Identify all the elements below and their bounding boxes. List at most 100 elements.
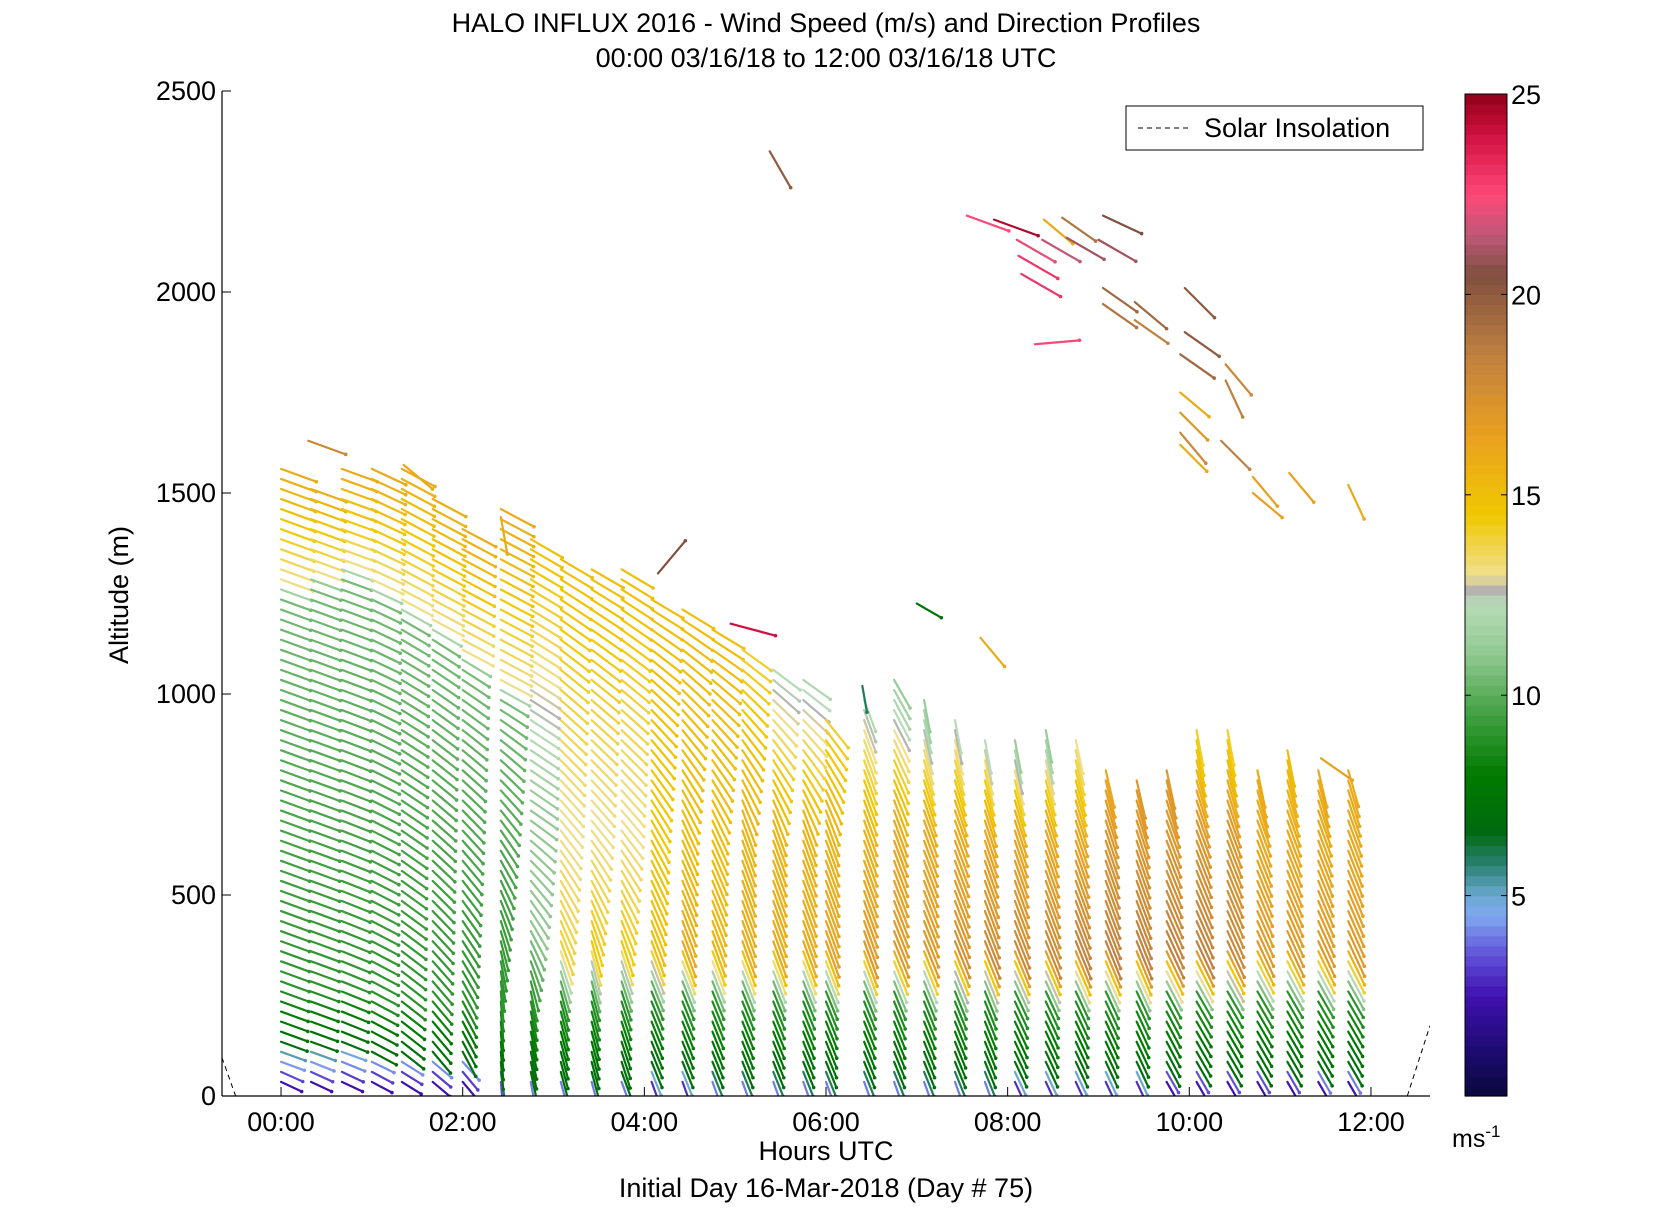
wind-barb [1033, 339, 1081, 346]
wind-barb-tip [361, 1080, 366, 1084]
wind-barb-tip [663, 942, 668, 947]
wind-barb-tip [903, 1027, 908, 1031]
wind-barb [1256, 859, 1273, 898]
wind-barb [499, 688, 531, 708]
wind-barb-tip [726, 841, 731, 846]
wind-barb [741, 648, 773, 672]
wind-barb [741, 879, 757, 918]
wind-barb [461, 1080, 476, 1096]
wind-barb-tip [1236, 824, 1241, 829]
wind-barb-tip [612, 824, 617, 829]
wind-barb [620, 1050, 632, 1080]
wind-barb [1044, 769, 1056, 806]
wind-barb [922, 909, 940, 948]
wind-barb [1317, 940, 1336, 978]
wind-barb [1347, 1080, 1358, 1096]
wind-barb-tip [1240, 905, 1245, 909]
wind-barb-tip [749, 1103, 753, 1107]
wind-barb-tip [753, 934, 758, 938]
wind-barb [499, 749, 526, 772]
wind-barb-tip [908, 716, 912, 721]
wind-barb-tip [1362, 517, 1366, 521]
wind-barb [1013, 990, 1029, 1020]
wind-barb-tip [587, 669, 591, 674]
wind-barb [1020, 272, 1062, 298]
wind-barb [340, 708, 372, 723]
wind-barb [1044, 1010, 1060, 1040]
wind-barb [340, 598, 373, 612]
wind-barb [461, 990, 478, 1019]
wind-barb [983, 970, 999, 1005]
wind-barb-tip [838, 832, 843, 837]
wind-barb [983, 869, 1000, 909]
wind-barb [992, 218, 1040, 237]
wind-barb [824, 1080, 833, 1096]
wind-barb-tip [556, 776, 560, 781]
wind-barb [461, 739, 488, 761]
wind-barb [893, 719, 911, 752]
wind-barb [893, 1010, 907, 1040]
colorbar-segment [1465, 1075, 1507, 1087]
wind-barb [1044, 799, 1058, 837]
colorbar-segment [1465, 1015, 1507, 1027]
wind-barb-tip [936, 965, 941, 969]
wind-barb [983, 1080, 992, 1096]
wind-barb [620, 960, 634, 995]
wind-barb [529, 688, 561, 710]
wind-barb [1256, 779, 1268, 819]
wind-barb-tip [479, 913, 483, 918]
wind-barb-tip [967, 935, 971, 939]
wind-barb-tip [454, 798, 459, 802]
wind-barb-tip [337, 929, 342, 934]
wind-barb [559, 769, 586, 797]
wind-barb-tip [1027, 976, 1032, 980]
wind-barb-tip [1360, 874, 1364, 878]
wind-barb [863, 789, 878, 826]
wind-barb [1074, 1030, 1089, 1059]
wind-barb-tip [646, 731, 650, 736]
wind-barb [1104, 940, 1122, 980]
wind-barb-tip [1178, 1055, 1182, 1059]
wind-barb-tip [1301, 974, 1306, 979]
wind-barb [370, 507, 407, 526]
wind-barb [461, 960, 480, 989]
wind-barb [1256, 819, 1272, 858]
wind-barb [620, 970, 633, 1004]
x-tick-label: 02:00 [429, 1107, 497, 1137]
wind-barb-tip [1117, 1000, 1122, 1005]
wind-barb [1226, 1050, 1243, 1078]
wind-barb-tip [723, 953, 728, 958]
wind-barb [711, 719, 739, 749]
wind-barb [1074, 749, 1085, 786]
wind-barb [499, 879, 516, 910]
wind-barb [893, 960, 909, 996]
x-axis-label: Hours UTC [758, 1136, 893, 1166]
wind-barb [1195, 849, 1212, 889]
wind-barb [893, 729, 911, 763]
wind-barb [590, 1040, 601, 1071]
wind-barb [1044, 930, 1062, 970]
wind-barb-tip [933, 823, 938, 827]
wind-barb [461, 879, 483, 907]
wind-barb [1286, 970, 1305, 1003]
wind-barb [1104, 909, 1122, 950]
wind-barb-tip [1208, 1064, 1213, 1069]
wind-barb [461, 668, 491, 689]
wind-barb [1226, 779, 1239, 818]
wind-barb [893, 920, 910, 959]
wind-barb [1013, 1040, 1028, 1069]
wind-barb-tip [874, 992, 879, 997]
wind-barb-tip [1332, 954, 1336, 959]
wind-barb-tip [628, 1037, 633, 1042]
wind-barb [279, 507, 317, 523]
wind-barb [772, 879, 788, 918]
wind-barb [741, 980, 756, 1012]
wind-barb-tip [572, 962, 576, 966]
wind-barb-tip [670, 808, 674, 812]
wind-barb [741, 759, 763, 793]
wind-barb-tip [647, 700, 651, 705]
wind-barb-tip [1057, 925, 1062, 930]
wind-barb-tip [629, 1000, 634, 1005]
wind-barb-tip [753, 853, 757, 858]
wind-barb-tip [671, 787, 676, 791]
